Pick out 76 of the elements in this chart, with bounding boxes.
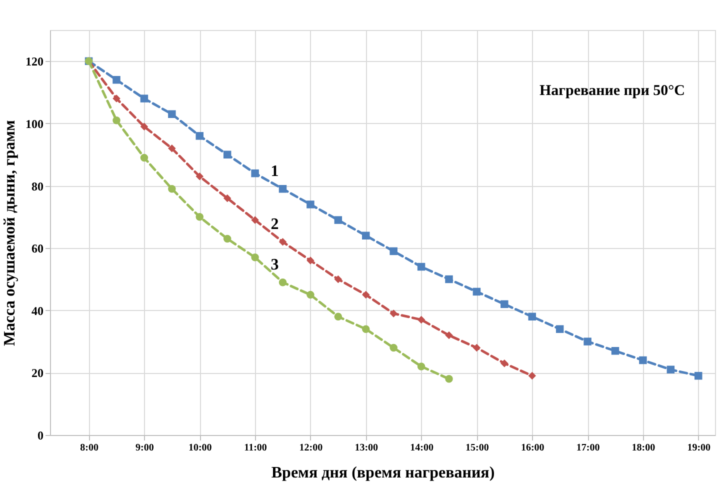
point [278,185,287,193]
point [694,372,702,380]
point [472,288,481,296]
point [306,200,314,208]
point [278,238,287,246]
point [472,344,481,352]
x-tick-label: 11:00 [244,442,267,454]
point [417,362,426,370]
annotation: Нагревание при 50°C [540,83,685,99]
point [390,344,398,352]
x-tick-label: 19:00 [687,442,711,454]
x-tick-label: 16:00 [520,442,544,454]
point [196,132,204,140]
point [528,312,536,320]
x-tick-label: 12:00 [299,442,323,454]
x-tick-label: 14:00 [410,442,434,454]
x-tick-label: 18:00 [632,442,656,454]
point [168,110,176,118]
point [362,290,370,299]
y-tick-label: 100 [26,116,44,131]
point [417,316,426,324]
point [417,262,426,271]
point [666,366,675,374]
point [334,216,342,224]
y-tick-label: 120 [26,54,44,69]
point [168,185,176,193]
point [140,122,148,130]
x-tick-label: 17:00 [576,442,600,454]
point [556,325,564,333]
x-axis-title: Время дня (время нагревания) [271,464,495,482]
series-label: 3 [270,256,279,274]
point [196,172,204,180]
x-tick-label: 9:00 [136,442,154,454]
point [306,290,314,299]
x-tick-label: 15:00 [466,442,489,454]
point [306,256,314,264]
point [445,375,453,383]
point [223,194,232,202]
point [251,169,259,178]
y-axis-title: Масса осушаемой дыни, грамм [2,120,18,346]
point [584,338,592,346]
point [112,116,120,124]
x-tick-label: 10:00 [188,442,212,454]
series-label: 2 [270,216,279,233]
point [251,254,259,262]
y-tick-label: 80 [32,179,44,194]
x-tick-label: 8:00 [80,442,98,454]
point [140,154,148,162]
y-tick-label: 20 [32,366,44,380]
y-tick-label: 40 [32,304,44,318]
point [639,356,647,364]
point [112,94,120,102]
point [223,150,232,158]
point [168,144,176,152]
point [334,275,342,284]
point [362,325,370,333]
point [390,310,398,318]
point [445,331,453,340]
point [112,76,120,84]
series-label: 1 [270,162,279,180]
point [196,213,204,221]
point [278,278,287,286]
x-tick-label: 13:00 [354,442,378,454]
point [390,247,398,256]
point [528,372,536,380]
point [334,312,342,320]
point [611,347,620,355]
y-tick-label: 0 [38,428,44,442]
point [362,232,370,240]
point [500,300,508,308]
point [445,275,453,284]
point [140,94,148,102]
point [500,359,508,368]
y-tick-label: 60 [32,242,44,256]
point [223,234,232,243]
point [251,216,259,224]
